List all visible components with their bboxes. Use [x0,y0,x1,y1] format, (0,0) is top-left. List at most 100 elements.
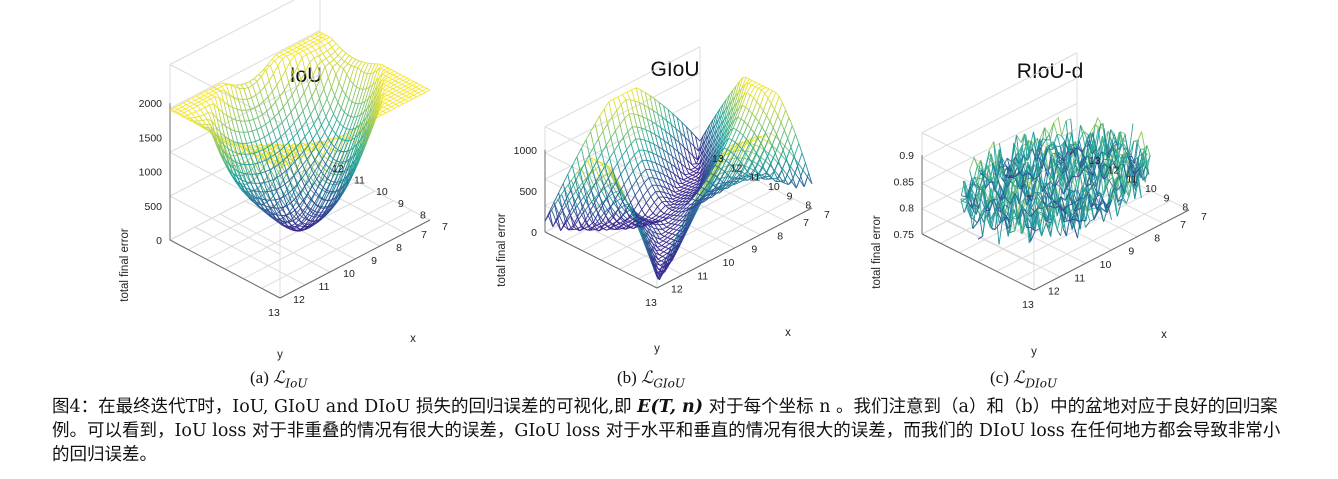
mesh-edge [223,144,229,149]
mesh-edge [726,178,732,183]
mesh-edge [601,222,605,226]
mesh-edge [290,166,295,176]
mesh-edge [298,110,304,118]
mesh-edge [576,156,581,172]
mesh-edge [610,225,616,229]
mesh-edge [973,219,978,224]
mesh-edge [294,52,300,56]
mesh-edge [664,219,669,224]
mesh-edge [654,170,659,180]
mesh-edge [296,79,302,89]
mesh-edge [276,77,282,86]
mesh-edge [226,155,232,160]
mesh-edge [798,143,803,154]
mesh-edge [180,110,185,114]
mesh-edge [266,106,272,112]
mesh-edge [251,140,256,144]
mesh-edge [673,193,679,197]
mesh-edge [659,191,665,193]
mesh-edge [637,160,643,166]
x-axis-line [656,207,813,289]
mesh-edge [622,94,627,100]
mesh-edge [363,121,369,135]
mesh-edge [262,110,268,116]
mesh-edge [346,74,351,81]
mesh-edge [596,152,603,161]
mesh-edge [314,215,321,222]
mesh-edge [372,70,378,86]
mesh-edge [216,118,221,133]
mesh-edge [366,115,372,130]
mesh-edge [749,132,755,144]
mesh-edge [334,161,341,173]
mesh-edge [643,150,648,161]
mesh-edge [678,142,685,148]
mesh-edge [706,129,713,145]
mesh-edge [297,216,302,223]
mesh-edge [352,57,356,60]
mesh-edge [416,94,422,98]
mesh-edge [284,127,291,133]
mesh-edge [354,88,361,104]
mesh-edge [572,190,577,196]
mesh-edge [696,192,701,196]
mesh-edge [274,146,279,149]
mesh-edge [179,112,185,116]
mesh-edge [226,115,231,130]
mesh-edge [634,100,640,104]
mesh-edge [381,98,387,103]
mesh-edge [318,33,324,37]
mesh-edge [169,109,174,113]
mesh-edge [619,118,625,125]
mesh-edge [231,118,236,132]
mesh-edge [285,213,291,216]
mesh-edge [613,208,619,218]
mesh-edge [605,145,611,159]
mesh-edge [602,123,608,132]
mesh-edge [356,130,362,145]
mesh-edge [343,68,348,75]
mesh-edge [381,112,387,116]
mesh-edge [585,139,590,155]
mesh-edge [622,91,628,95]
mesh-edge [402,93,407,97]
mesh-edge [389,100,393,104]
mesh-edge [401,83,406,87]
mesh-edge [703,155,709,169]
mesh-edge [561,198,567,208]
grid-line [169,117,321,197]
mesh-edge [316,132,321,141]
mesh-edge [648,107,654,111]
mesh-edge [601,145,607,154]
mesh-edge [614,199,619,210]
mesh-edge [241,179,247,183]
x-axis-label: x [785,327,791,339]
mesh-edge [650,196,655,203]
mesh-edge [227,104,232,119]
mesh-edge [236,109,241,122]
mesh-edge [754,168,759,175]
mesh-edge [778,96,783,104]
mesh-edge [321,141,327,147]
mesh-edge [212,90,217,94]
mesh-edge [393,95,399,100]
mesh-edge [289,175,295,181]
mesh-edge [373,63,379,73]
mesh-edge [580,167,587,179]
mesh-edge [295,192,301,199]
mesh-edge [285,147,290,151]
mesh-edge [684,136,690,143]
mesh-edge [718,166,722,170]
mesh-edge [255,91,261,96]
mesh-edge [662,196,667,202]
mesh-edge [300,202,305,209]
mesh-edge [310,198,315,204]
mesh-edge [339,46,343,51]
mesh-edge [259,136,265,140]
mesh-edge [173,111,177,114]
mesh-edge [321,60,326,67]
mesh-edge [572,216,579,226]
mesh-edge [656,124,662,129]
mesh-edge [222,112,227,127]
